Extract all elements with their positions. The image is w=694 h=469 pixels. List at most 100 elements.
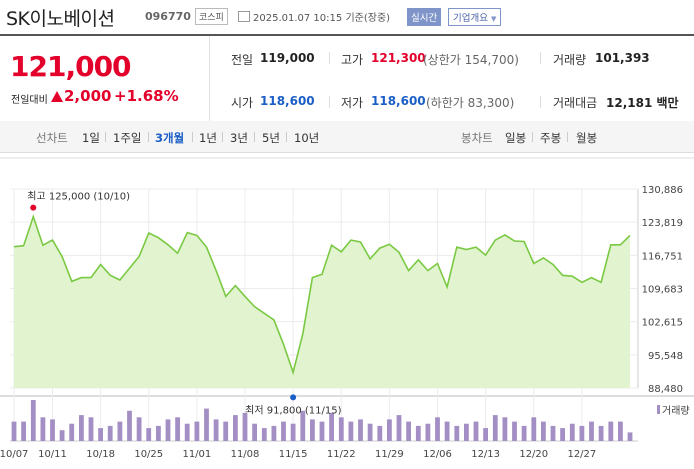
prev-close-value: 119,000: [260, 51, 315, 65]
volume-bar: [483, 428, 488, 441]
volume-value: 101,393: [595, 51, 650, 65]
volume-bar: [40, 417, 46, 441]
diff-value: 2,000: [64, 87, 112, 105]
line-chart-label: 선차트: [36, 131, 68, 145]
x-tick-label: 12/27: [567, 449, 596, 460]
volume-bar: [406, 421, 411, 441]
divider: [540, 52, 541, 64]
volume-bar: [569, 423, 575, 441]
diff-percent: +1.68%: [114, 87, 179, 105]
volume-bar: [329, 412, 334, 441]
tab-monthly-candle[interactable]: 월봉: [576, 131, 598, 145]
volume-bar: [233, 415, 238, 441]
high-value: 121,300: [371, 51, 426, 65]
volume-bar: [348, 421, 354, 441]
x-tick-label: 12/06: [423, 449, 452, 460]
tab-weekly-candle[interactable]: 주봉: [540, 131, 562, 145]
tab-5y[interactable]: 5년: [262, 131, 280, 145]
volume-bar: [146, 428, 152, 441]
volume-bar: [598, 425, 604, 441]
volume-bar: [464, 423, 469, 441]
divider: [148, 132, 149, 142]
volume-bar: [204, 408, 209, 441]
y-tick-label: 123,819: [642, 218, 683, 229]
tab-1d[interactable]: 1일: [82, 131, 100, 145]
price-line: [13, 214, 631, 376]
volume-bar: [98, 428, 103, 441]
up-triangle-icon: [51, 91, 63, 102]
high-label: 고가: [341, 53, 364, 67]
volume-bar: [627, 432, 633, 441]
amount-label: 거래대금: [553, 96, 598, 110]
volume-bar: [473, 421, 479, 441]
lower-limit: (하한가 83,300): [426, 96, 515, 110]
diff-label: 전일대비: [11, 95, 48, 106]
x-tick-label: 11/01: [182, 449, 211, 460]
volume-bar: [358, 419, 363, 441]
open-value: 118,600: [260, 94, 315, 108]
price-chart: 130,886 123,819 116,751 109,683 102,615 95,54…: [0, 157, 694, 460]
stock-code: 096770: [145, 10, 191, 23]
divider: [532, 132, 533, 142]
volume-bar: [310, 419, 315, 441]
volume-bar: [30, 400, 36, 441]
divider: [192, 132, 193, 142]
min-point-marker: [290, 394, 297, 401]
current-price: 121,000: [10, 50, 132, 83]
x-tick-label: 10/11: [38, 449, 67, 460]
low-label: 저가: [341, 96, 364, 110]
volume-bar: [618, 421, 623, 441]
chevron-down-icon: ▼: [491, 15, 497, 23]
y-tick-label: 88,480: [648, 384, 683, 395]
volume-bar: [367, 423, 373, 441]
volume-bar: [69, 423, 75, 441]
volume-bar: [454, 425, 460, 441]
volume-bar: [184, 423, 190, 441]
volume-bar: [127, 410, 132, 441]
tab-1w[interactable]: 1주일: [113, 131, 142, 145]
tab-3y[interactable]: 3년: [230, 131, 248, 145]
volume-bar: [290, 423, 296, 441]
company-overview-button[interactable]: 기업개요 ▼: [448, 8, 502, 26]
x-tick-label: 11/22: [327, 449, 356, 460]
stock-name: SK이노베이션: [6, 8, 115, 30]
divider: [329, 96, 330, 108]
volume-bar: [502, 417, 508, 441]
volume-bar: [387, 419, 392, 441]
tab-10y[interactable]: 10년: [294, 131, 320, 145]
divider: [254, 132, 255, 142]
tab-1y[interactable]: 1년: [199, 131, 217, 145]
realtime-button[interactable]: 실시간: [407, 8, 442, 26]
divider: [105, 132, 106, 142]
volume-legend-swatch: [657, 405, 660, 414]
volume-bar: [136, 417, 142, 441]
volume-bar: [59, 430, 65, 441]
chart-tabs: 선차트 1일 1주일 3개월 1년 3년 5년 10년 봉차트 일봉 주봉 월봉: [0, 121, 694, 153]
x-tick-label: 11/15: [279, 449, 308, 460]
tab-daily-candle[interactable]: 일봉: [505, 131, 527, 145]
x-tick-label: 10/18: [86, 449, 115, 460]
volume-bar: [50, 419, 55, 441]
max-annotation: 최고 125,000 (10/10): [27, 191, 130, 203]
price-area: [14, 216, 630, 388]
market-badge: 코스피: [195, 8, 228, 25]
x-tick-label: 10/25: [134, 449, 163, 460]
volume-bar: [608, 421, 614, 441]
y-tick-label: 116,751: [642, 251, 683, 262]
tab-3m[interactable]: 3개월: [155, 131, 185, 145]
x-tick-label: 12/20: [519, 449, 548, 460]
volume-bar: [338, 417, 344, 441]
open-label: 시가: [231, 96, 254, 110]
volume-bar: [425, 423, 431, 441]
y-tick-label: 102,615: [642, 318, 683, 329]
volume-bar: [281, 421, 286, 441]
volume-bar: [194, 421, 200, 441]
divider: [329, 52, 330, 64]
low-value: 118,600: [371, 94, 426, 108]
volume-bar: [165, 419, 171, 441]
volume-bar: [541, 421, 546, 441]
volume-bar: [242, 412, 248, 441]
volume-bar: [79, 415, 84, 441]
volume-bar: [512, 421, 517, 441]
divider: [567, 132, 568, 142]
